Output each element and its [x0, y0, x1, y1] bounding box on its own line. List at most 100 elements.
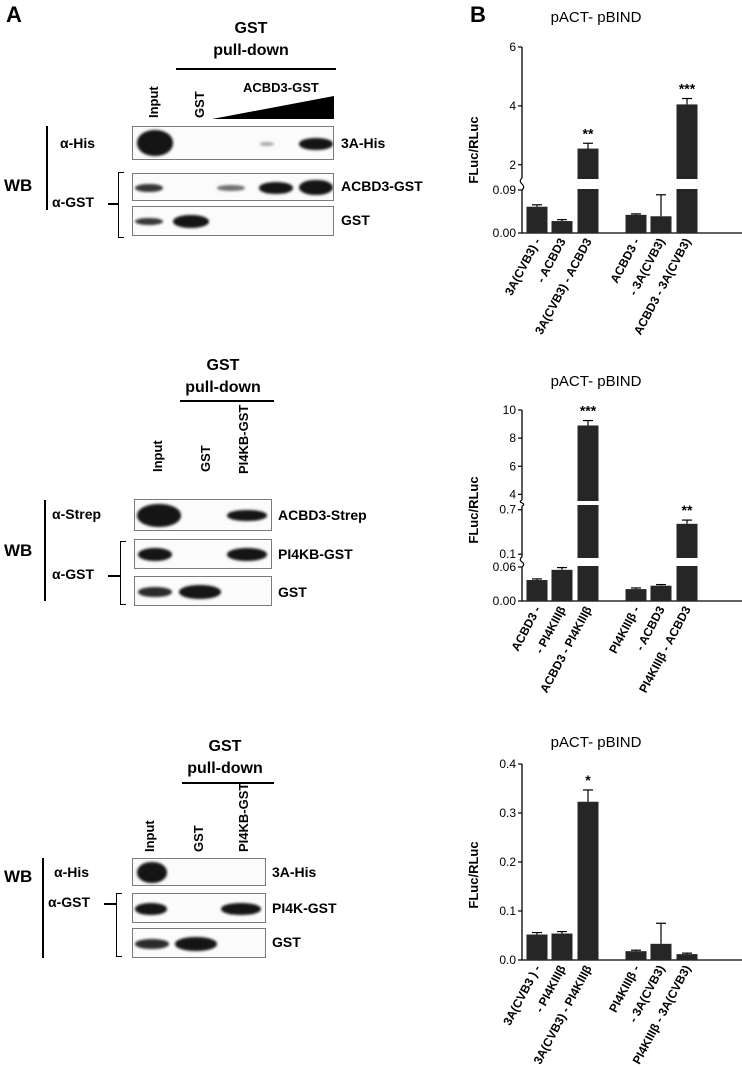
blot1-row-3a-his — [132, 126, 334, 160]
band — [137, 504, 181, 527]
band — [259, 182, 293, 194]
band — [135, 184, 163, 192]
blot3-row-3a-his — [132, 858, 266, 886]
bar — [526, 934, 548, 960]
blot3-label-pi4k-gst: PI4K-GST — [272, 900, 337, 916]
y-tick-label: 4 — [509, 487, 516, 501]
band — [217, 185, 245, 191]
blot3-header-line2: pull-down — [187, 760, 263, 777]
bar — [551, 933, 573, 960]
bar-chart-3: pACT- pBIND FLuc/RLuc 0.0 0.1 0.2 0.3 0.4 3A(CV… — [466, 734, 742, 1065]
bar-break-gap — [576, 501, 600, 505]
band — [135, 939, 169, 949]
band — [260, 142, 274, 146]
axis-break-mark — [519, 499, 525, 507]
blot1-gradient-wedge — [212, 96, 334, 119]
bar-break-gap — [675, 179, 699, 189]
band — [135, 903, 167, 915]
band — [138, 548, 172, 561]
blot2-row-acbd3-strep — [134, 499, 272, 531]
panel-label-b: B — [470, 2, 486, 27]
x-category-label: 3A(CVB3 ) - — [500, 963, 543, 1028]
bar — [676, 954, 698, 960]
band — [179, 585, 221, 599]
bar — [625, 951, 647, 960]
y-tick-label: 0.06 — [493, 560, 517, 574]
blot3-wb-label: WB — [4, 867, 33, 886]
blot3-wb-line — [42, 858, 44, 958]
chart-title: pACT- pBIND — [551, 734, 642, 751]
blot3-lane-gst: GST — [191, 825, 206, 852]
bar — [650, 943, 672, 960]
y-tick-label: 0.1 — [499, 547, 516, 561]
blot2-header-line2: pull-down — [185, 379, 261, 396]
bar — [676, 104, 698, 233]
bar — [551, 221, 573, 233]
band — [138, 587, 172, 597]
y-tick-label: 0.09 — [493, 183, 517, 197]
bar-chart-1: pACT- pBIND FLuc/RLuc 0.00 0.09 2 4 6 3A(CVB3) … — [466, 9, 742, 337]
blot3-label-gst: GST — [272, 934, 301, 950]
blot1-label-gst: GST — [341, 212, 370, 228]
y-tick-label: 0.1 — [499, 904, 516, 918]
blot3-row-pi4k-gst — [132, 893, 266, 923]
chart-title: pACT- pBIND — [551, 373, 642, 390]
y-tick-label: 0.4 — [499, 757, 516, 771]
blot3-antibody-gst: α-GST — [48, 894, 91, 910]
significance-label: ** — [682, 502, 693, 518]
y-tick-label: 6 — [509, 40, 516, 54]
bar-chart-2: pACT- pBINDFLuc/RLuc0.000.060.10.746810A… — [466, 373, 742, 695]
bar — [577, 148, 599, 233]
y-axis-label: FLuc/RLuc — [466, 841, 481, 908]
band — [137, 862, 167, 883]
blot1-wb-line — [46, 126, 48, 210]
band — [173, 215, 209, 228]
y-tick-label: 0.7 — [499, 503, 516, 517]
blot3-antibody-gst-tick — [104, 903, 116, 905]
blot2-wb-line — [44, 500, 46, 601]
y-tick-label: 0.00 — [493, 594, 517, 608]
band — [227, 510, 267, 521]
significance-label: ** — [583, 125, 594, 141]
significance-label: *** — [679, 81, 696, 97]
bar-break-gap — [576, 179, 600, 189]
blot2-wb-label: WB — [4, 541, 33, 560]
blot3-lane-pi4kb-gst: PI4KB-GST — [236, 782, 251, 852]
blot1-label-3a-his: 3A-His — [341, 135, 386, 151]
blot1-header-rule — [176, 68, 336, 70]
bar — [526, 580, 548, 601]
band — [135, 218, 163, 225]
blot3-header-rule — [182, 782, 274, 784]
y-tick-label: 6 — [509, 459, 516, 473]
blot1-wb-label: WB — [4, 176, 33, 195]
blot3-antibody-his: α-His — [54, 864, 90, 880]
bar-break-gap — [576, 558, 600, 566]
blot2-header-line1: GST — [206, 357, 240, 374]
significance-label: *** — [580, 403, 597, 419]
blot2-header-rule — [180, 400, 274, 402]
blot2-label-acbd3-strep: ACBD3-Strep — [278, 507, 367, 523]
blot2-lane-pi4kb-gst: PI4KB-GST — [236, 404, 251, 474]
chart-title: pACT- pBIND — [551, 9, 642, 26]
blot1-row-acbd3-gst — [132, 173, 334, 201]
y-tick-label: 2 — [509, 158, 516, 172]
blot3-header-line1: GST — [208, 738, 242, 755]
blot2-antibody-gst: α-GST — [52, 566, 95, 582]
blot2-antibody-strep: α-Strep — [52, 506, 102, 522]
y-tick-label: 10 — [503, 403, 517, 417]
y-axis-label: FLuc/RLuc — [466, 476, 481, 543]
band — [299, 180, 333, 195]
bar — [625, 214, 647, 233]
blot1-lane-input: Input — [146, 86, 161, 118]
blot2-label-pi4kb-gst: PI4KB-GST — [278, 546, 353, 562]
blot1-lane-acbd3-gst: ACBD3-GST — [243, 80, 319, 95]
blot2-label-gst: GST — [278, 584, 307, 600]
significance-label: * — [585, 772, 591, 788]
blot1-antibody-gst-tick — [108, 203, 118, 205]
blot2-gst-bracket — [120, 541, 126, 605]
y-tick-label: 4 — [509, 99, 516, 113]
blot1-antibody-his: α-His — [60, 135, 96, 151]
blot2-antibody-gst-tick — [108, 575, 120, 577]
y-tick-label: 0.3 — [499, 806, 516, 820]
y-tick-label: 8 — [509, 431, 516, 445]
